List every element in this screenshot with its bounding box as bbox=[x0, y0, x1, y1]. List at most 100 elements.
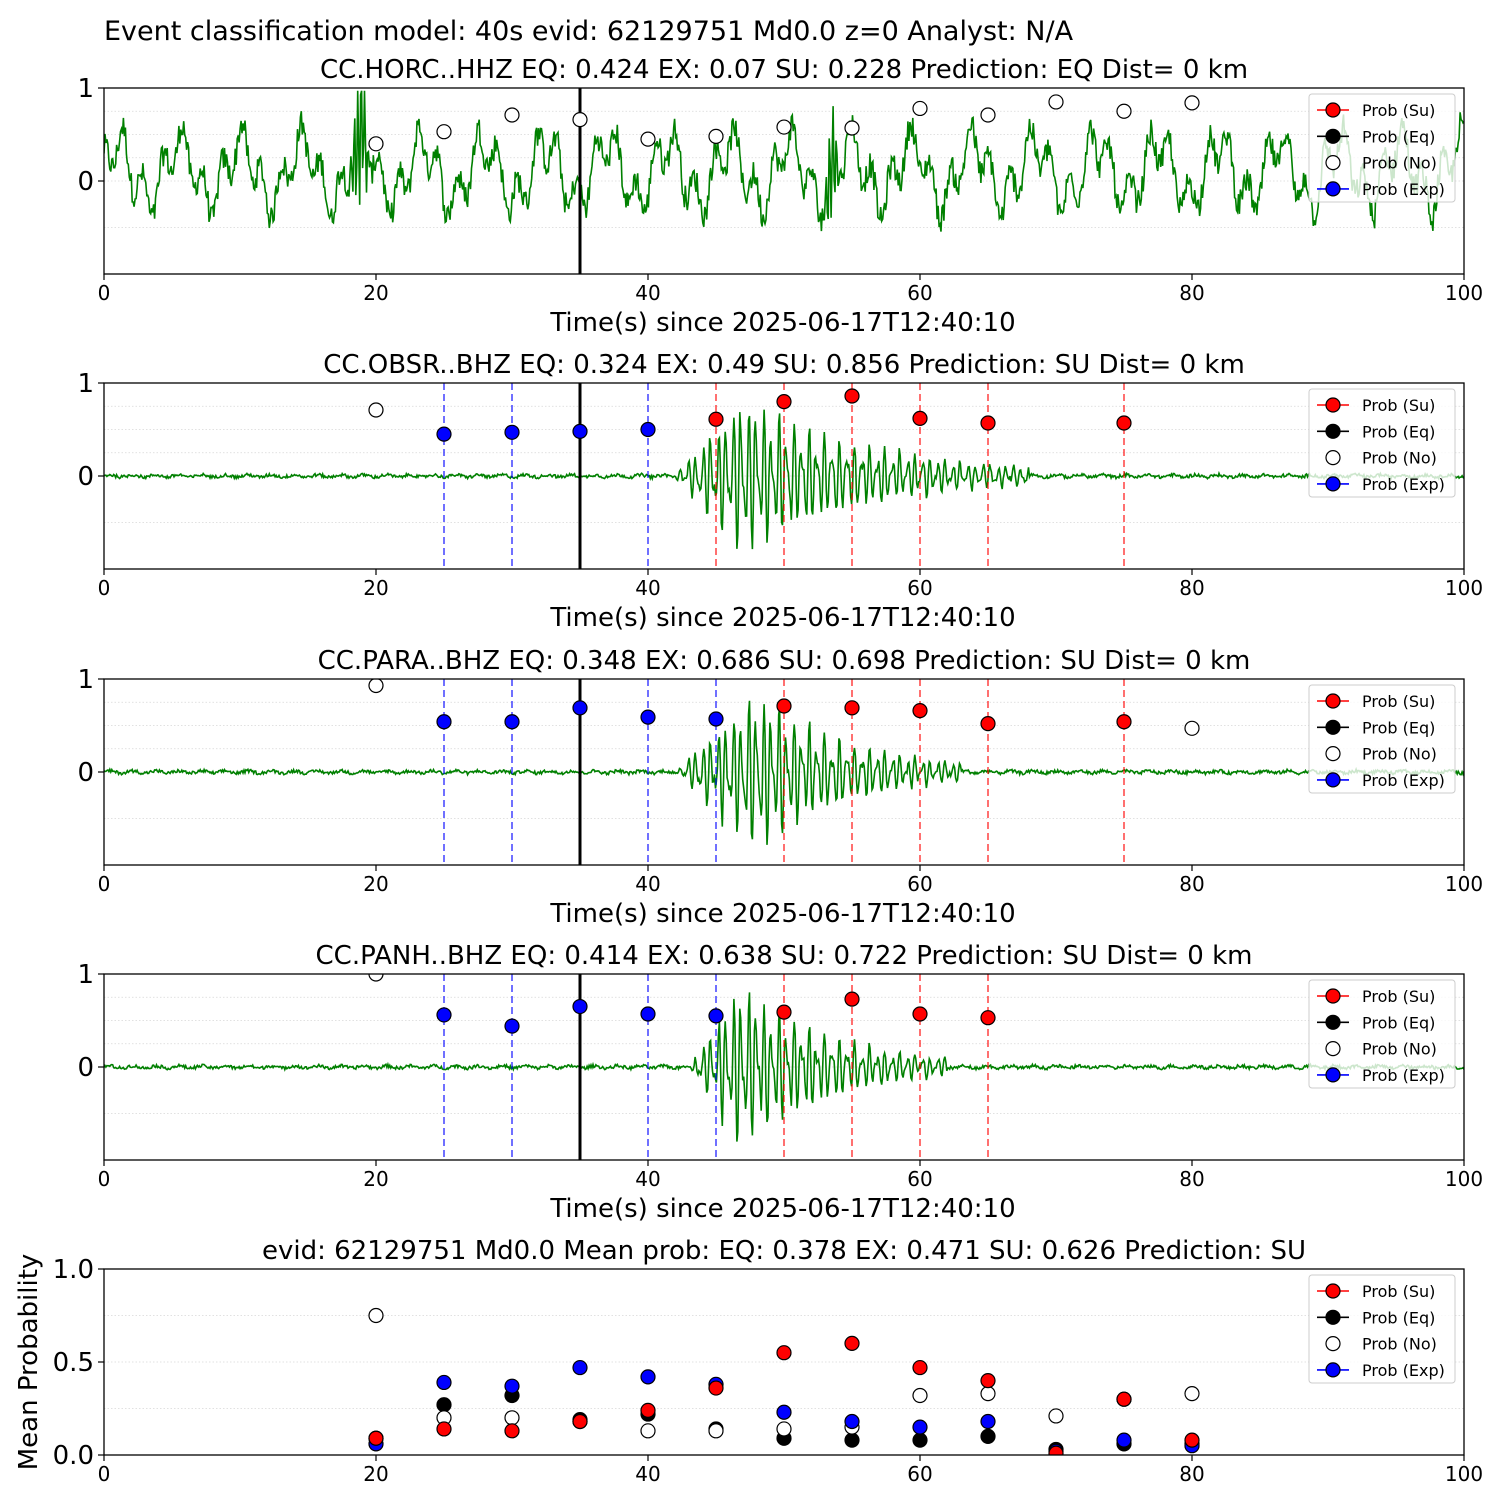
prob-point-su bbox=[980, 716, 996, 732]
prob-point-su bbox=[776, 394, 792, 410]
mean-prob-point-exp bbox=[1116, 1432, 1132, 1448]
legend-marker-exp bbox=[1325, 1362, 1341, 1378]
prob-point-no bbox=[368, 136, 384, 152]
legend-marker-no bbox=[1325, 155, 1341, 171]
x-tick-label: 60 bbox=[907, 1167, 932, 1191]
legend: Prob (Su) Prob (Eq) Prob (No) Prob (Exp) bbox=[1308, 1274, 1456, 1384]
legend-marker-no bbox=[1325, 745, 1341, 762]
mean-prob-point-no bbox=[1048, 1408, 1064, 1424]
mean-prob-point-su bbox=[844, 1335, 860, 1352]
waveform-line bbox=[104, 90, 1464, 232]
mean-prob-point-exp bbox=[776, 1404, 792, 1420]
panel-title: CC.OBSR..BHZ EQ: 0.324 EX: 0.49 SU: 0.85… bbox=[323, 350, 1245, 380]
x-tick-label: 0 bbox=[98, 1167, 111, 1191]
prob-point-exp bbox=[436, 1007, 452, 1023]
y-tick-label: 1 bbox=[77, 960, 94, 990]
legend-label-exp: Prob (Exp) bbox=[1362, 1066, 1445, 1085]
legend-label-su: Prob (Su) bbox=[1362, 396, 1435, 415]
prob-point-no bbox=[368, 974, 384, 982]
prob-point-su bbox=[912, 410, 928, 426]
x-tick-label: 20 bbox=[363, 1462, 388, 1486]
prob-point-exp bbox=[572, 700, 588, 716]
y-tick-label: 1 bbox=[77, 369, 94, 399]
prob-point-no bbox=[572, 112, 588, 128]
prob-point-su bbox=[912, 1006, 928, 1022]
x-tick-label: 0 bbox=[98, 872, 111, 896]
legend-label-eq: Prob (Eq) bbox=[1362, 422, 1435, 441]
prob-point-exp bbox=[708, 711, 724, 727]
prob-point-su bbox=[776, 1004, 792, 1020]
x-tick-label: 20 bbox=[363, 281, 388, 305]
prob-point-no bbox=[708, 128, 724, 144]
x-tick-label: 100 bbox=[1445, 872, 1483, 896]
mean-prob-point-su bbox=[1048, 1445, 1064, 1455]
prob-point-no bbox=[1048, 94, 1064, 110]
legend-label-no: Prob (No) bbox=[1362, 1335, 1437, 1354]
x-tick-label: 20 bbox=[363, 872, 388, 896]
x-tick-label: 60 bbox=[907, 576, 932, 600]
legend-label-no: Prob (No) bbox=[1362, 449, 1437, 468]
mean-prob-point-eq bbox=[980, 1428, 996, 1445]
prob-point-no bbox=[640, 131, 656, 147]
prob-point-su bbox=[844, 388, 860, 404]
mean-prob-point-no bbox=[776, 1421, 792, 1437]
panel-title: evid: 62129751 Md0.0 Mean prob: EQ: 0.37… bbox=[262, 1236, 1306, 1266]
x-tick-label: 40 bbox=[635, 1462, 660, 1486]
legend-label-exp: Prob (Exp) bbox=[1362, 771, 1445, 790]
legend-marker-exp bbox=[1325, 1067, 1341, 1083]
legend: Prob (Su) Prob (Eq) Prob (No) Prob (Exp) bbox=[1308, 93, 1456, 203]
prob-point-exp bbox=[572, 998, 588, 1015]
legend-marker-no bbox=[1325, 1040, 1341, 1057]
legend-marker-su bbox=[1325, 693, 1341, 709]
legend-box bbox=[1308, 93, 1456, 203]
x-tick-label: 40 bbox=[635, 1167, 660, 1191]
x-axis-label: Time(s) since 2025-06-17T12:40:10 bbox=[549, 603, 1015, 633]
panel-4: CC.PANH..BHZ EQ: 0.414 EX: 0.638 SU: 0.7… bbox=[77, 941, 1483, 1224]
mean-prob-point-exp bbox=[436, 1374, 452, 1391]
legend-marker-eq bbox=[1325, 128, 1341, 144]
mean-prob-point-su bbox=[504, 1423, 520, 1439]
legend-label-eq: Prob (Eq) bbox=[1362, 1013, 1435, 1032]
x-tick-label: 100 bbox=[1445, 1167, 1483, 1191]
prob-point-su bbox=[1116, 714, 1132, 730]
prob-point-no bbox=[436, 124, 452, 140]
legend-label-su: Prob (Su) bbox=[1362, 101, 1435, 120]
legend-marker-eq bbox=[1325, 719, 1341, 735]
prob-point-exp bbox=[436, 714, 452, 730]
x-tick-label: 100 bbox=[1445, 576, 1483, 600]
mean-prob-point-no bbox=[912, 1387, 928, 1404]
figure-title: Event classification model: 40s evid: 62… bbox=[104, 16, 1074, 47]
grid bbox=[104, 1269, 1464, 1409]
mean-prob-point-no bbox=[504, 1410, 520, 1426]
legend-label-eq: Prob (Eq) bbox=[1362, 718, 1435, 737]
x-tick-label: 80 bbox=[1179, 1462, 1204, 1486]
y-tick-label: 0 bbox=[77, 167, 94, 197]
x-tick-label: 0 bbox=[98, 576, 111, 600]
prob-point-exp bbox=[572, 423, 588, 439]
plot-area bbox=[368, 1307, 1200, 1455]
prob-point-exp bbox=[708, 1008, 724, 1024]
legend: Prob (Su) Prob (Eq) Prob (No) Prob (Exp) bbox=[1308, 979, 1456, 1089]
legend-label-su: Prob (Su) bbox=[1362, 987, 1435, 1006]
mean-prob-point-su bbox=[436, 1421, 452, 1437]
prob-point-exp bbox=[504, 1018, 520, 1034]
legend-marker-exp bbox=[1325, 772, 1341, 788]
legend-marker-su bbox=[1325, 397, 1341, 413]
panel-1: CC.HORC..HHZ EQ: 0.424 EX: 0.07 SU: 0.22… bbox=[77, 55, 1483, 338]
plot-area bbox=[104, 679, 1464, 865]
mean-prob-point-su bbox=[1116, 1391, 1132, 1407]
legend-marker-eq bbox=[1325, 423, 1341, 439]
mean-prob-point-exp bbox=[572, 1359, 588, 1376]
x-tick-label: 80 bbox=[1179, 576, 1204, 600]
panel-2: CC.OBSR..BHZ EQ: 0.324 EX: 0.49 SU: 0.85… bbox=[77, 350, 1483, 633]
mean-prob-point-exp bbox=[844, 1413, 860, 1430]
mean-prob-point-su bbox=[776, 1345, 792, 1361]
prob-point-no bbox=[980, 107, 996, 123]
legend-marker-eq bbox=[1325, 1014, 1341, 1030]
legend-marker-eq bbox=[1325, 1309, 1341, 1325]
x-tick-label: 80 bbox=[1179, 281, 1204, 305]
panel-title: CC.HORC..HHZ EQ: 0.424 EX: 0.07 SU: 0.22… bbox=[320, 55, 1248, 85]
mean-prob-point-su bbox=[980, 1372, 996, 1389]
y-tick-label: 0 bbox=[77, 758, 94, 788]
mean-prob-point-no bbox=[1184, 1386, 1200, 1402]
